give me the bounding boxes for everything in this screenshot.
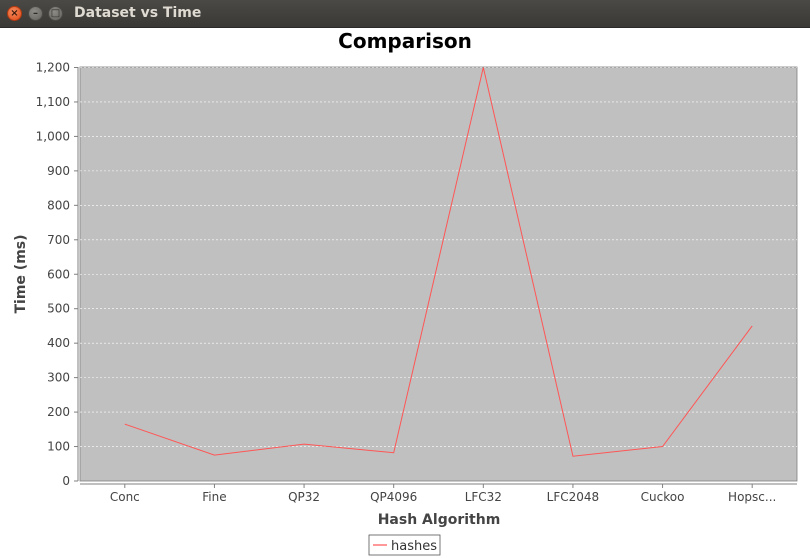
minimize-button[interactable]: –	[28, 6, 43, 21]
x-tick-label: Conc	[110, 490, 140, 504]
x-tick-label: Cuckoo	[641, 490, 685, 504]
x-tick-label: QP4096	[370, 490, 417, 504]
maximize-icon: □	[50, 7, 61, 19]
gridlines	[80, 67, 797, 447]
chart-title: Comparison	[338, 29, 472, 53]
legend-box	[368, 534, 441, 556]
y-tick-label: 1,200	[36, 61, 70, 75]
line-chart: Comparison 0 100 200 300 400 500 600 700 800 900 1…	[13, 29, 798, 556]
close-icon: ×	[10, 7, 19, 19]
maximize-button[interactable]: □	[48, 6, 63, 21]
x-tick-label: LFC32	[465, 490, 502, 504]
x-axis-label: Hash Algorithm	[378, 512, 501, 528]
legend-label-hashes: hashes	[391, 539, 437, 554]
x-tick-label: LFC2048	[547, 490, 600, 504]
close-button[interactable]: ×	[7, 6, 22, 21]
y-axis-label: Time (ms)	[13, 234, 29, 313]
y-axis: 0 100 200 300 400 500 600 700 800 900 1,000 1,100 1,…	[36, 61, 79, 488]
y-tick-label: 600	[47, 267, 70, 281]
y-tick-label: 300	[47, 371, 70, 385]
legend: hashes	[368, 534, 441, 556]
x-tick-label: Fine	[202, 490, 226, 504]
window-title: Dataset vs Time	[74, 5, 202, 21]
y-tick-label: 200	[47, 405, 70, 419]
y-tick-label: 500	[47, 302, 70, 316]
y-tick-label: 1,100	[36, 95, 70, 109]
y-tick-label: 700	[47, 233, 70, 247]
minimize-icon: –	[33, 7, 38, 19]
x-tick-label: Hopsc...	[728, 490, 776, 504]
y-tick-label: 100	[47, 440, 70, 454]
y-tick-label: 1,000	[36, 129, 70, 143]
x-tick-label: QP32	[288, 490, 320, 504]
y-tick-label: 0	[62, 474, 70, 488]
series-line-hashes	[124, 67, 753, 457]
y-tick-label: 400	[47, 336, 70, 350]
y-tick-label: 900	[47, 164, 70, 178]
title-bar: × – □ Dataset vs Time	[0, 0, 810, 28]
y-tick-label: 800	[47, 198, 70, 212]
x-axis: Conc Fine QP32 QP4096 LFC32 LFC2048 Cuckoo Hops…	[80, 483, 797, 504]
